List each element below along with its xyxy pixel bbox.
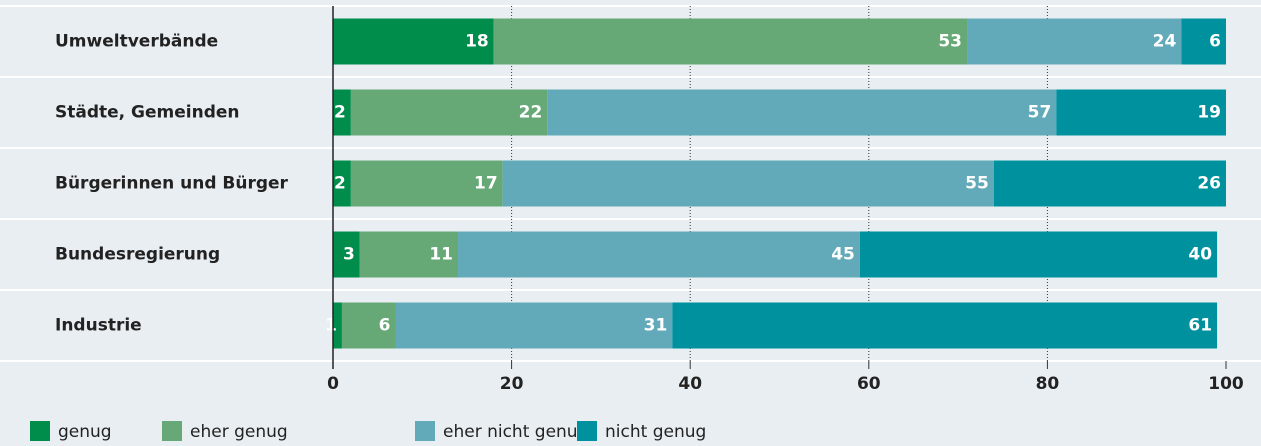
bar-segment	[333, 18, 494, 65]
value-label: 26	[1197, 174, 1221, 194]
value-label: 6	[1209, 32, 1221, 52]
value-label: 6	[379, 316, 391, 336]
legend-label: eher nicht genug	[443, 422, 588, 442]
x-tick-label: 80	[1036, 374, 1060, 394]
category-label: Bürgerinnen und Bürger	[55, 174, 289, 194]
bar-segment	[1181, 18, 1226, 65]
value-label: 31	[644, 316, 668, 336]
value-label: 19	[1197, 103, 1221, 123]
bar-segment	[967, 18, 1182, 65]
bar-segment	[502, 160, 994, 207]
bar-segment	[333, 231, 360, 278]
bar-segment	[395, 302, 673, 349]
legend-swatch	[415, 421, 435, 441]
bar-segment	[333, 160, 351, 207]
value-label: 61	[1188, 316, 1212, 336]
legend-swatch	[162, 421, 182, 441]
value-label: 1	[325, 316, 337, 336]
bar-segment	[458, 231, 860, 278]
x-tick-label: 0	[327, 374, 339, 394]
value-label: 55	[965, 174, 989, 194]
bar-segment	[333, 302, 342, 349]
bar-segment	[672, 302, 1218, 349]
x-tick-label: 100	[1208, 374, 1244, 394]
legend-swatch	[30, 421, 50, 441]
category-label: Bundesregierung	[55, 245, 220, 265]
x-tick-label: 20	[500, 374, 524, 394]
value-label: 45	[831, 245, 855, 265]
value-label: 24	[1153, 32, 1177, 52]
value-label: 18	[465, 32, 489, 52]
bar-segment	[333, 89, 351, 136]
bar-segment	[350, 160, 503, 207]
legend-label: genug	[58, 422, 112, 442]
value-label: 3	[343, 245, 355, 265]
bar-segment	[359, 231, 459, 278]
x-tick-label: 40	[678, 374, 702, 394]
bar-segment	[859, 231, 1218, 278]
value-label: 40	[1188, 245, 1212, 265]
bar-segment	[493, 18, 968, 65]
bar-segment	[350, 89, 548, 136]
value-label: 2	[334, 103, 346, 123]
category-label: Städte, Gemeinden	[55, 103, 240, 123]
x-tick-label: 60	[857, 374, 881, 394]
value-label: 53	[938, 32, 962, 52]
value-label: 11	[429, 245, 453, 265]
value-label: 17	[474, 174, 498, 194]
category-label: Industrie	[55, 316, 142, 336]
legend-label: nicht genug	[605, 422, 706, 442]
bar-segment	[1056, 89, 1226, 136]
value-label: 57	[1028, 103, 1052, 123]
legend-label: eher genug	[190, 422, 288, 442]
value-label: 22	[519, 103, 543, 123]
bar-segment	[547, 89, 1057, 136]
bar-segment	[341, 302, 396, 349]
bar-segment	[993, 160, 1226, 207]
value-label: 2	[334, 174, 346, 194]
legend-swatch	[577, 421, 597, 441]
category-label: Umweltverbände	[55, 32, 218, 52]
